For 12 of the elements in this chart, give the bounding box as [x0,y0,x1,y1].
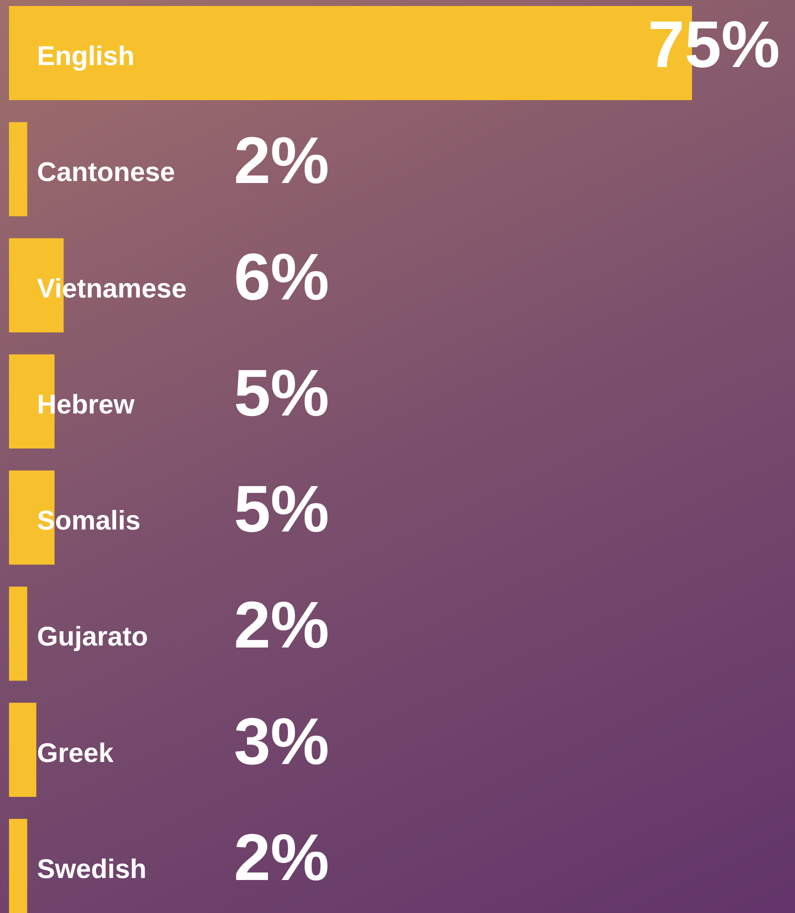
data-label: 5% [234,472,330,546]
y-tick-label: Greek [37,738,115,768]
data-label: 2% [234,123,330,198]
y-tick-label: Gujarato [37,622,148,652]
y-tick-label: Swedish [37,854,147,884]
y-tick-label: English [37,41,135,72]
data-label: 6% [234,239,330,314]
data-label: 3% [234,704,330,778]
data-label: 2% [234,820,330,894]
data-label: 2% [234,588,330,662]
y-tick-label: Cantonese [37,157,176,188]
data-label: 5% [234,355,330,430]
